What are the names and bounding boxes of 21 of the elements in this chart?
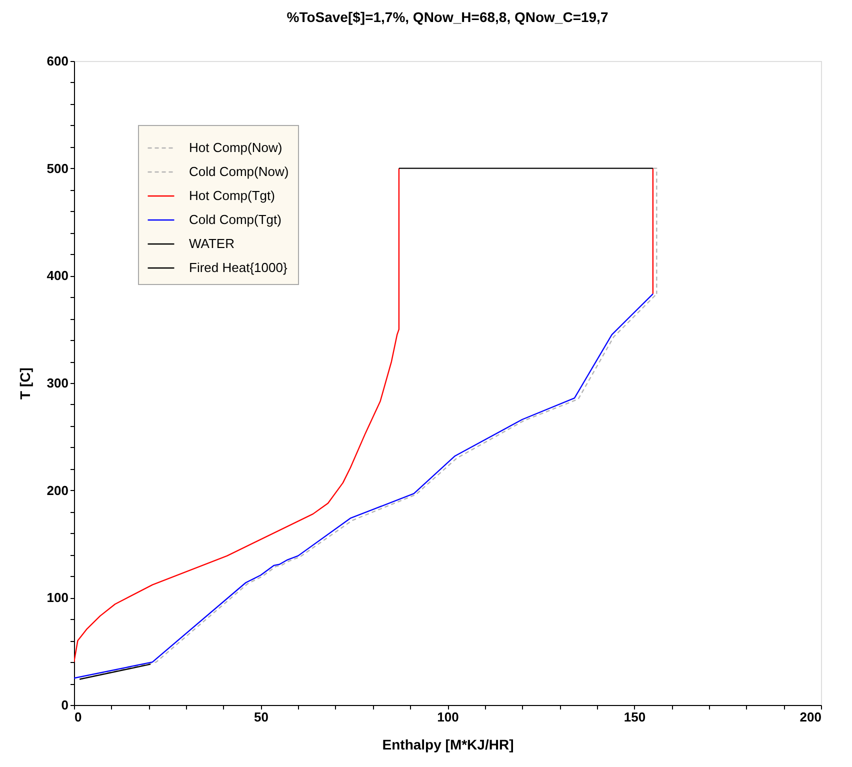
y-tick-label: 0 bbox=[61, 698, 68, 712]
y-tick-label: 400 bbox=[46, 268, 68, 284]
legend-label: Hot Comp(Tgt) bbox=[189, 188, 275, 203]
legend-label: Cold Comp(Now) bbox=[189, 164, 289, 179]
y-tick-label: 600 bbox=[46, 54, 68, 68]
legend-label: Hot Comp(Now) bbox=[189, 140, 282, 155]
y-axis-title: T [C] bbox=[16, 368, 33, 400]
y-tick-label: 500 bbox=[46, 160, 68, 176]
legend-label: WATER bbox=[189, 236, 234, 251]
y-tick-label: 300 bbox=[46, 376, 68, 390]
x-axis-title: Enthalpy [M*KJ/HR] bbox=[382, 736, 514, 752]
y-tick-label: 100 bbox=[46, 590, 68, 606]
x-tick-label: 0 bbox=[74, 710, 82, 724]
x-tick-label: 100 bbox=[437, 710, 459, 724]
x-tick-label: 150 bbox=[624, 710, 646, 724]
chart-title: %ToSave[$]=1,7%, QNow_H=68,8, QNow_C=19,7 bbox=[286, 9, 608, 25]
legend-label: Cold Comp(Tgt) bbox=[189, 212, 282, 227]
x-tick-label: 200 bbox=[800, 710, 822, 724]
y-tick-label: 200 bbox=[46, 482, 68, 498]
legend-label: Fired Heat{1000} bbox=[189, 260, 288, 275]
x-tick-label: 50 bbox=[254, 710, 268, 724]
